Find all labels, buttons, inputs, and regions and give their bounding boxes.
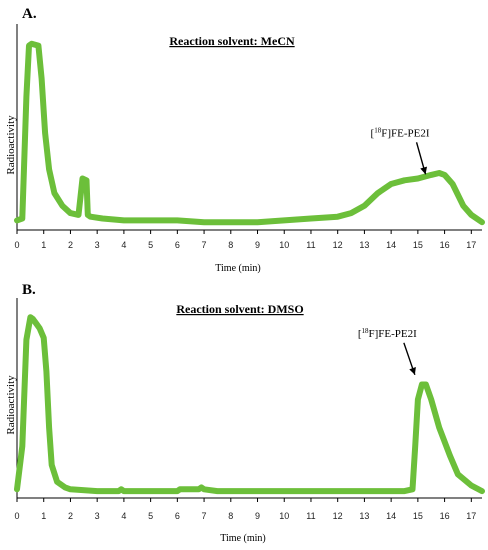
x-tick-label: 0 xyxy=(14,511,19,521)
x-tick-label: 5 xyxy=(148,240,153,250)
panel-b-ylabel: Radioactivity xyxy=(5,375,17,435)
x-tick-label: 1 xyxy=(41,511,46,521)
panel-a: A. Reaction solvent: MeCN Radioactivity … xyxy=(5,6,485,274)
panel-b-label: B. xyxy=(22,282,36,298)
x-tick-label: 3 xyxy=(95,511,100,521)
x-tick-label: 9 xyxy=(255,240,260,250)
x-tick-label: 14 xyxy=(386,511,396,521)
x-tick-label: 5 xyxy=(148,511,153,521)
x-tick-label: 12 xyxy=(333,240,343,250)
panel-b-arrow-head xyxy=(409,367,416,375)
x-tick-label: 1 xyxy=(41,240,46,250)
panel-a-x-ticks: 0 1 2 3 4 5 6 7 8 9 10 11 12 13 14 15 16 17 xyxy=(14,230,476,250)
panel-b: B. Reaction solvent: DMSO Radioactivity … xyxy=(5,282,485,544)
x-tick-label: 4 xyxy=(121,511,126,521)
x-tick-label: 16 xyxy=(440,240,450,250)
x-tick-label: 15 xyxy=(413,511,423,521)
panel-b-trace xyxy=(14,314,485,495)
panel-a-title: Reaction solvent: MeCN xyxy=(169,34,295,48)
x-tick-label: 2 xyxy=(68,240,73,250)
x-tick-label: 12 xyxy=(333,511,343,521)
x-tick-label: 6 xyxy=(175,240,180,250)
x-tick-label: 14 xyxy=(386,240,396,250)
panel-b-title: Reaction solvent: DMSO xyxy=(176,302,303,316)
x-tick-label: 11 xyxy=(306,240,315,250)
x-tick-label: 3 xyxy=(95,240,100,250)
x-tick-label: 7 xyxy=(202,240,207,250)
x-tick-label: 8 xyxy=(228,511,233,521)
panel-a-label: A. xyxy=(22,6,37,22)
x-tick-label: 6 xyxy=(175,511,180,521)
x-tick-label: 11 xyxy=(306,511,315,521)
panel-b-x-ticks: 0 1 2 3 4 5 6 7 8 9 10 11 12 13 14 15 16 17 xyxy=(14,498,476,521)
panel-a-arrow-head xyxy=(420,166,428,175)
x-tick-label: 15 xyxy=(413,240,423,250)
panel-a-peak-annotation: [18F]FE-PE2I xyxy=(371,126,430,139)
x-tick-label: 17 xyxy=(466,240,476,250)
x-tick-label: 17 xyxy=(466,511,476,521)
panel-a-xlabel: Time (min) xyxy=(215,263,260,274)
panel-a-trace xyxy=(14,40,485,226)
x-tick-label: 13 xyxy=(359,240,369,250)
panel-b-xlabel: Time (min) xyxy=(220,533,265,544)
x-tick-label: 10 xyxy=(279,240,289,250)
x-tick-label: 0 xyxy=(14,240,19,250)
x-tick-label: 9 xyxy=(255,511,260,521)
x-tick-label: 13 xyxy=(359,511,369,521)
x-tick-label: 8 xyxy=(228,240,233,250)
panel-b-peak-annotation: [18F]FE-PE2I xyxy=(358,327,417,340)
x-tick-label: 2 xyxy=(68,511,73,521)
panel-a-ylabel: Radioactivity xyxy=(5,115,17,175)
x-tick-label: 4 xyxy=(121,240,126,250)
x-tick-label: 7 xyxy=(202,511,207,521)
x-tick-label: 16 xyxy=(440,511,450,521)
x-tick-label: 10 xyxy=(279,511,289,521)
